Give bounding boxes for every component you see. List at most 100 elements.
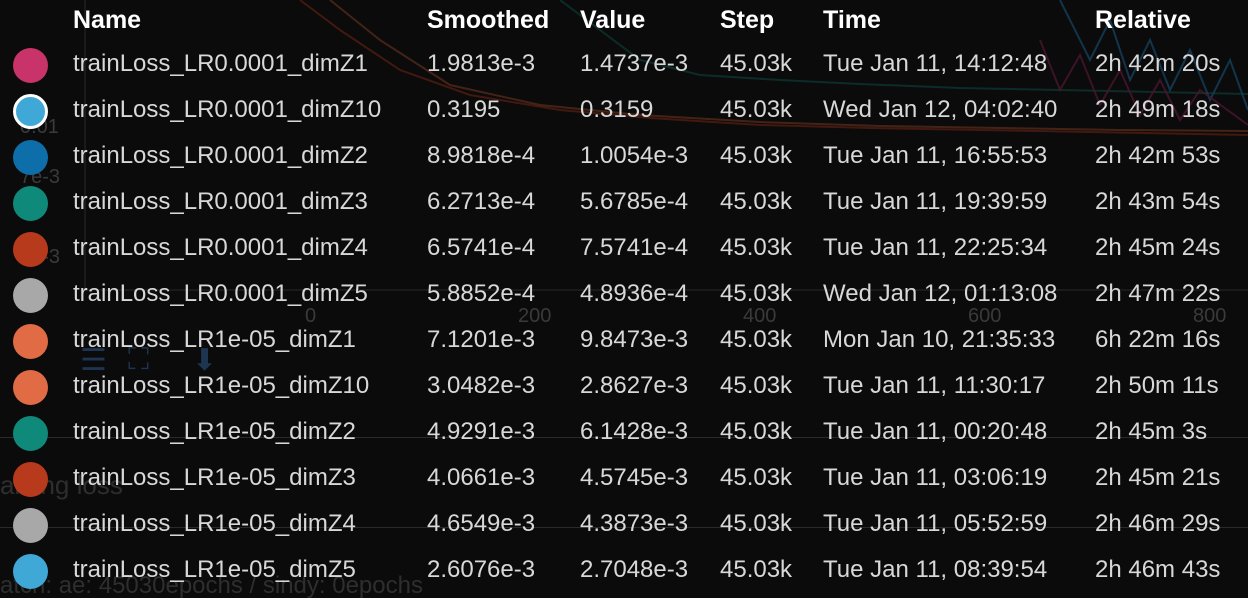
cell-time: Tue Jan 11, 11:30:17 xyxy=(823,372,1046,399)
cell-step: 45.03k xyxy=(720,510,793,537)
cell-step: 45.03k xyxy=(720,188,793,215)
cell-name: trainLoss_LR1e-05_dimZ2 xyxy=(73,418,356,445)
cell-time: Tue Jan 11, 16:55:53 xyxy=(823,142,1048,169)
cell-value: 0.3159 xyxy=(580,96,654,123)
cell-step: 45.03k xyxy=(720,418,793,445)
cell-smoothed: 7.1201e-3 xyxy=(427,326,536,353)
run-color-swatch xyxy=(13,278,48,313)
run-color-swatch xyxy=(13,554,48,589)
cell-value: 4.5745e-3 xyxy=(580,464,689,491)
cell-name: trainLoss_LR1e-05_dimZ3 xyxy=(73,464,356,491)
cell-value: 7.5741e-4 xyxy=(580,234,689,261)
header-relative: Relative xyxy=(1095,6,1191,34)
cell-name: trainLoss_LR0.0001_dimZ4 xyxy=(73,234,368,261)
cell-value: 9.8473e-3 xyxy=(580,326,689,353)
header-value: Value xyxy=(580,6,646,34)
cell-name: trainLoss_LR0.0001_dimZ2 xyxy=(73,142,368,169)
cell-step: 45.03k xyxy=(720,96,793,123)
table-row: trainLoss_LR0.0001_dimZ4 6.5741e-4 7.5741e… xyxy=(0,227,1248,273)
table-row: trainLoss_LR0.0001_dimZ2 8.9818e-4 1.0054e… xyxy=(0,135,1248,181)
cell-relative: 2h 49m 18s xyxy=(1095,96,1221,123)
cell-relative: 2h 45m 21s xyxy=(1095,464,1221,491)
cell-value: 5.6785e-4 xyxy=(580,188,689,215)
cell-relative: 2h 46m 29s xyxy=(1095,510,1221,537)
cell-step: 45.03k xyxy=(720,556,793,583)
table-row: trainLoss_LR0.0001_dimZ3 6.2713e-4 5.6785e… xyxy=(0,181,1248,227)
header-step: Step xyxy=(720,6,775,34)
cell-relative: 2h 45m 3s xyxy=(1095,418,1208,445)
run-color-swatch xyxy=(13,48,48,83)
bg-x-tick: 200 xyxy=(518,305,552,327)
cell-relative: 2h 45m 24s xyxy=(1095,234,1221,261)
cell-time: Wed Jan 12, 01:13:08 xyxy=(823,280,1058,307)
cell-relative: 2h 42m 20s xyxy=(1095,50,1221,77)
run-color-swatch xyxy=(13,462,48,497)
bg-curve-teal xyxy=(559,0,1248,95)
table-row: trainLoss_LR1e-05_dimZ5 2.6076e-3 2.7048e-… xyxy=(0,549,1248,595)
header-time: Time xyxy=(823,6,881,34)
run-color-swatch xyxy=(13,370,48,405)
cell-time: Tue Jan 11, 00:20:48 xyxy=(823,418,1048,445)
cell-smoothed: 4.0661e-3 xyxy=(427,464,536,491)
cell-value: 4.3873e-3 xyxy=(580,510,689,537)
header-name: Name xyxy=(73,6,142,34)
cell-value: 1.4737e-3 xyxy=(580,50,689,77)
cell-step: 45.03k xyxy=(720,50,793,77)
cell-name: trainLoss_LR1e-05_dimZ10 xyxy=(73,372,370,399)
cell-step: 45.03k xyxy=(720,464,793,491)
cell-relative: 2h 43m 54s xyxy=(1095,188,1221,215)
cell-step: 45.03k xyxy=(720,326,793,353)
cell-relative: 2h 47m 22s xyxy=(1095,280,1221,307)
cell-smoothed: 0.3195 xyxy=(427,96,501,123)
table-row: trainLoss_LR1e-05_dimZ2 4.9291e-3 6.1428e-… xyxy=(0,411,1248,457)
cell-relative: 2h 50m 11s xyxy=(1095,372,1219,399)
bg-x-tick: 800 xyxy=(1193,305,1227,327)
bg-x-tick: 600 xyxy=(968,305,1002,327)
bg-download-icon[interactable]: ⬇ xyxy=(192,344,218,377)
run-color-swatch xyxy=(13,186,48,221)
cell-relative: 6h 22m 16s xyxy=(1095,326,1221,353)
cell-name: trainLoss_LR0.0001_dimZ3 xyxy=(73,188,368,215)
cell-time: Tue Jan 11, 08:39:54 xyxy=(823,556,1048,583)
cell-name: trainLoss_LR1e-05_dimZ1 xyxy=(73,326,356,353)
cell-relative: 2h 46m 43s xyxy=(1095,556,1221,583)
table-row: trainLoss_LR1e-05_dimZ3 4.0661e-3 4.5745e-… xyxy=(0,457,1248,503)
table-row: trainLoss_LR1e-05_dimZ10 3.0482e-3 2.8627e… xyxy=(0,365,1248,411)
bg-curve-orange xyxy=(329,0,1248,132)
header-smoothed: Smoothed xyxy=(427,6,550,34)
cell-value: 2.7048e-3 xyxy=(580,556,689,583)
cell-name: trainLoss_LR1e-05_dimZ4 xyxy=(73,510,356,537)
cell-value: 1.0054e-3 xyxy=(580,142,689,169)
bg-fit-domain-icon[interactable]: ⛶ xyxy=(128,343,149,376)
cell-name: trainLoss_LR0.0001_dimZ10 xyxy=(73,96,382,123)
cell-time: Tue Jan 11, 03:06:19 xyxy=(823,464,1048,491)
bg-x-tick: 0 xyxy=(305,305,317,327)
bg-divider-2 xyxy=(0,527,1248,528)
table-row: trainLoss_LR0.0001_dimZ1 1.9813e-3 1.4737e… xyxy=(0,43,1248,89)
bg-curve-red xyxy=(299,0,1248,136)
bg-x-tick: 400 xyxy=(743,305,777,327)
bg-expand-icon[interactable]: ☰ xyxy=(80,344,107,377)
run-color-swatch xyxy=(13,508,48,543)
cell-smoothed: 3.0482e-3 xyxy=(427,372,536,399)
cell-name: trainLoss_LR0.0001_dimZ5 xyxy=(73,280,368,307)
cell-smoothed: 6.2713e-4 xyxy=(427,188,536,215)
run-color-swatch xyxy=(13,232,48,267)
cell-time: Wed Jan 12, 04:02:40 xyxy=(823,96,1058,123)
run-color-swatch xyxy=(13,324,48,359)
cell-step: 45.03k xyxy=(720,372,793,399)
cell-smoothed: 5.8852e-4 xyxy=(427,280,536,307)
cell-smoothed: 4.6549e-3 xyxy=(427,510,536,537)
table-row: trainLoss_LR1e-05_dimZ1 7.1201e-3 9.8473e-… xyxy=(0,319,1248,365)
cell-step: 45.03k xyxy=(720,280,793,307)
cell-value: 2.8627e-3 xyxy=(580,372,689,399)
bg-divider-1 xyxy=(0,437,1248,438)
cell-value: 6.1428e-3 xyxy=(580,418,689,445)
cell-name: trainLoss_LR0.0001_dimZ1 xyxy=(73,50,368,77)
bg-footer-text: atch: ae: 45030epochs / sindy: 0epochs xyxy=(0,572,423,598)
cell-relative: 2h 42m 53s xyxy=(1095,142,1221,169)
table-row: trainLoss_LR0.0001_dimZ5 5.8852e-4 4.8936e… xyxy=(0,273,1248,319)
